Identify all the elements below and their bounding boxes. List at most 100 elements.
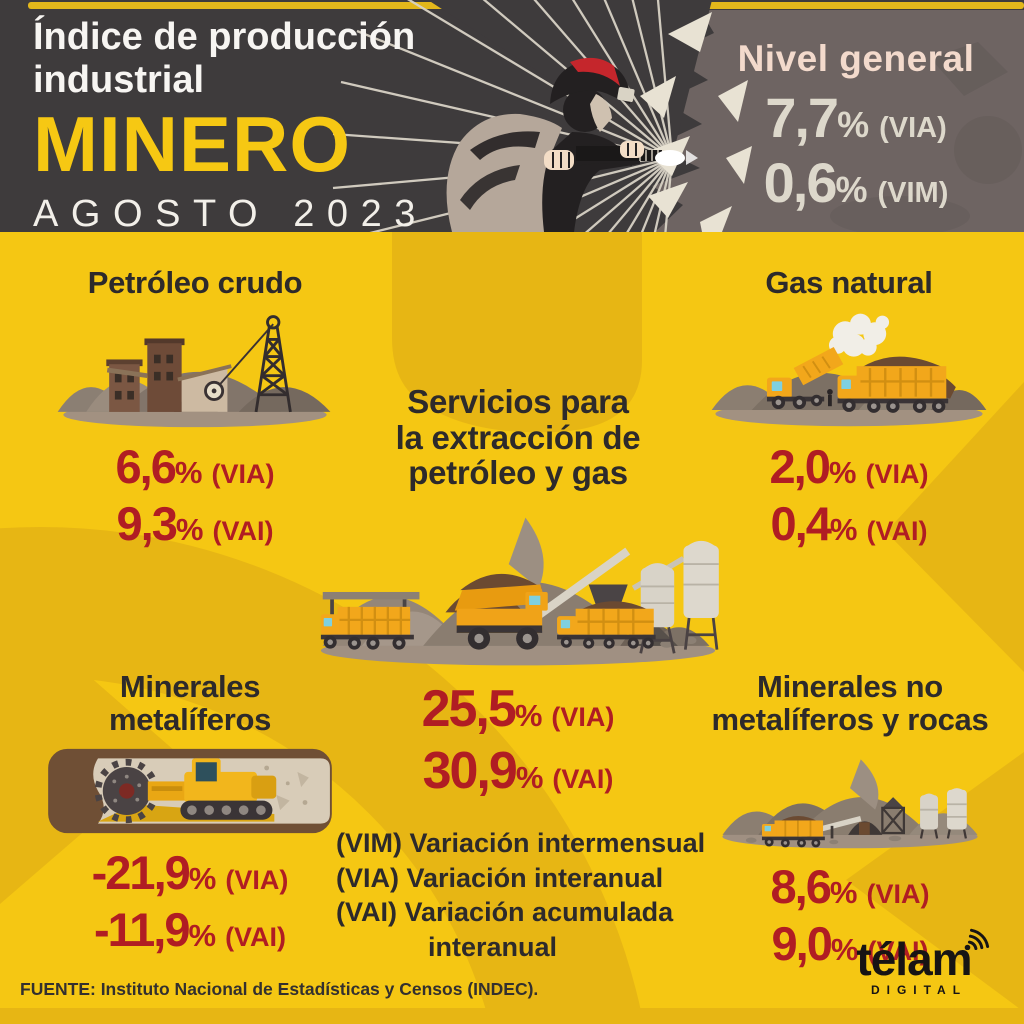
metric-row: 8,6% (VIA): [678, 863, 1022, 910]
section-title: Minerales no metalíferos y rocas: [678, 670, 1022, 737]
yellow-watermark-pattern: [0, 232, 1024, 1024]
metric-value: -11,9: [93, 902, 191, 956]
metric-tag: (VIA): [211, 459, 275, 490]
telam-logo: télam DIGITAL: [822, 928, 1006, 997]
metric-value: 2,0: [769, 440, 831, 494]
section-title-line: Petróleo crudo: [87, 265, 303, 300]
nivel-metric-row: 0,6% (VIM): [706, 155, 1006, 211]
metric-tag: (VAI): [212, 516, 274, 547]
header-title-line-1: Índice de producción: [33, 16, 416, 58]
metric-row: -21,9% (VIA): [22, 849, 358, 896]
section-metrics: -21,9% (VIA) -11,9% (VAI): [22, 849, 358, 953]
period-label: AGOSTO 2023: [33, 193, 428, 236]
metric-value: 7,7: [765, 86, 839, 149]
metric-tag: (VAI): [552, 763, 614, 794]
metric-value: 6,6: [115, 440, 177, 494]
metric-unit: %: [515, 759, 544, 795]
metric-unit: %: [835, 169, 868, 210]
section-petroleo-crudo: Petróleo crudo: [28, 266, 362, 547]
section-metrics: 8,6% (VIA) 9,0% (VAI): [678, 863, 1022, 967]
metric-unit: %: [174, 455, 203, 491]
wifi-arcs-icon: [964, 928, 989, 950]
metric-row: 0,4% (VAI): [688, 500, 1010, 547]
section-metrics: 25,5% (VIA) 30,9% (VAI): [318, 683, 718, 797]
metric-tag: (VAI): [225, 921, 287, 952]
metric-tag: (VIA): [866, 878, 930, 909]
metric-row: -11,9% (VAI): [22, 906, 358, 953]
metric-row: 9,0% (VAI): [678, 920, 1022, 967]
telam-wordmark: télam: [856, 928, 989, 985]
miner-drilling-illustration: [0, 0, 1024, 232]
section-title: Minerales metalíferos: [22, 670, 358, 737]
metric-tag: (VIM): [877, 177, 949, 209]
section-title-line: Gas natural: [765, 265, 933, 300]
section-title: Petróleo crudo: [28, 265, 362, 300]
metric-value: 0,4: [770, 497, 832, 551]
metric-unit: %: [828, 455, 857, 491]
nivel-metric-row: 7,7% (VIA): [706, 90, 1006, 146]
metric-row: 30,9% (VAI): [318, 745, 718, 797]
metric-row: 25,5% (VIA): [318, 683, 718, 735]
legend-line-via: (VIA) Variación interanual: [336, 862, 664, 893]
source-note: FUENTE: Instituto Nacional de Estadístic…: [20, 979, 539, 999]
section-title-line: Minerales no: [757, 669, 943, 704]
metric-tag: (VIA): [879, 112, 947, 144]
telam-name-text: télam: [856, 933, 972, 985]
metric-value: 25,5: [421, 679, 517, 738]
metric-unit: %: [829, 874, 858, 910]
section-title-line: petróleo y gas: [408, 454, 628, 492]
drill-spark-glow: [655, 150, 685, 166]
metric-unit: %: [837, 104, 870, 145]
section-title-line: Minerales: [119, 669, 261, 704]
header: Índice de producción industrial MINERO A…: [0, 0, 1024, 235]
metric-value: 9,3: [116, 497, 178, 551]
metric-unit: %: [514, 697, 543, 733]
minero-highlight: MINERO: [33, 100, 351, 189]
metric-row: 9,3% (VAI): [28, 500, 362, 547]
metric-unit: %: [188, 917, 217, 953]
legend-line-vai: (VAI) Variación acumulada: [336, 897, 674, 928]
telam-digital-label: DIGITAL: [870, 983, 968, 997]
nivel-general-label: Nivel general: [737, 38, 975, 79]
section-servicios-extraccion: Servicios para la extracción de petróleo…: [318, 384, 719, 797]
legend-line-vim: (VIM) Variación intermensual: [336, 828, 706, 858]
metric-unit: %: [175, 512, 204, 548]
header-title: Índice de producción industrial MINERO A…: [33, 16, 428, 236]
metric-tag: (VIA): [225, 864, 289, 895]
metric-value: -21,9: [91, 845, 191, 899]
dump-trucks-steam-illustration: [711, 314, 987, 427]
nivel-general-panel: Nivel general 7,7% (VIA) 0,6% (VIM): [706, 38, 1006, 211]
metric-value: 30,9: [422, 741, 518, 800]
section-minerales-metaliferos: Minerales metalíferos -21,9% (VIA) -11,9%…: [22, 670, 358, 953]
metric-tag: (VIA): [551, 701, 615, 732]
section-gas-natural: Gas natural 2,0% (VIA) 0,4% (VAI): [688, 266, 1010, 547]
metric-unit: %: [830, 931, 859, 967]
header-title-line-2: industrial: [33, 58, 205, 101]
legend: (VIM) Variación intermensual (VIA) Varia…: [336, 826, 766, 964]
metric-tag: (VIA): [865, 459, 929, 490]
section-title-line: metalíferos: [108, 702, 272, 738]
miner-silhouette: [446, 57, 672, 232]
section-title-line: metalíferos y rocas: [711, 702, 989, 738]
metric-tag: (VAI): [866, 516, 928, 547]
section-minerales-no-metaliferos: Minerales no metalíferos y rocas: [678, 670, 1022, 967]
tunnel-boring-machine-illustration: [48, 748, 332, 834]
metric-row: 6,6% (VIA): [28, 443, 362, 490]
quarry-conveyor-illustration: [722, 759, 978, 849]
section-metrics: 6,6% (VIA) 9,3% (VAI): [28, 443, 362, 547]
section-title-line: Servicios para: [407, 383, 629, 420]
legend-line-vai-cont: interanual: [428, 931, 558, 962]
metric-value: 9,0: [771, 916, 833, 970]
metric-unit: %: [829, 512, 858, 548]
metric-value: 8,6: [770, 859, 832, 913]
section-title: Gas natural: [688, 265, 1010, 300]
metric-row: 2,0% (VIA): [688, 443, 1010, 490]
metric-unit: %: [188, 860, 217, 896]
section-metrics: 2,0% (VIA) 0,4% (VAI): [688, 443, 1010, 547]
haul-trucks-silos-illustration: [320, 517, 719, 666]
section-title-line: la extracción de: [395, 418, 641, 456]
metric-value: 0,6: [763, 151, 838, 214]
metric-tag: (VAI): [867, 935, 929, 966]
section-title: Servicios para la extracción de petróleo…: [318, 384, 718, 491]
